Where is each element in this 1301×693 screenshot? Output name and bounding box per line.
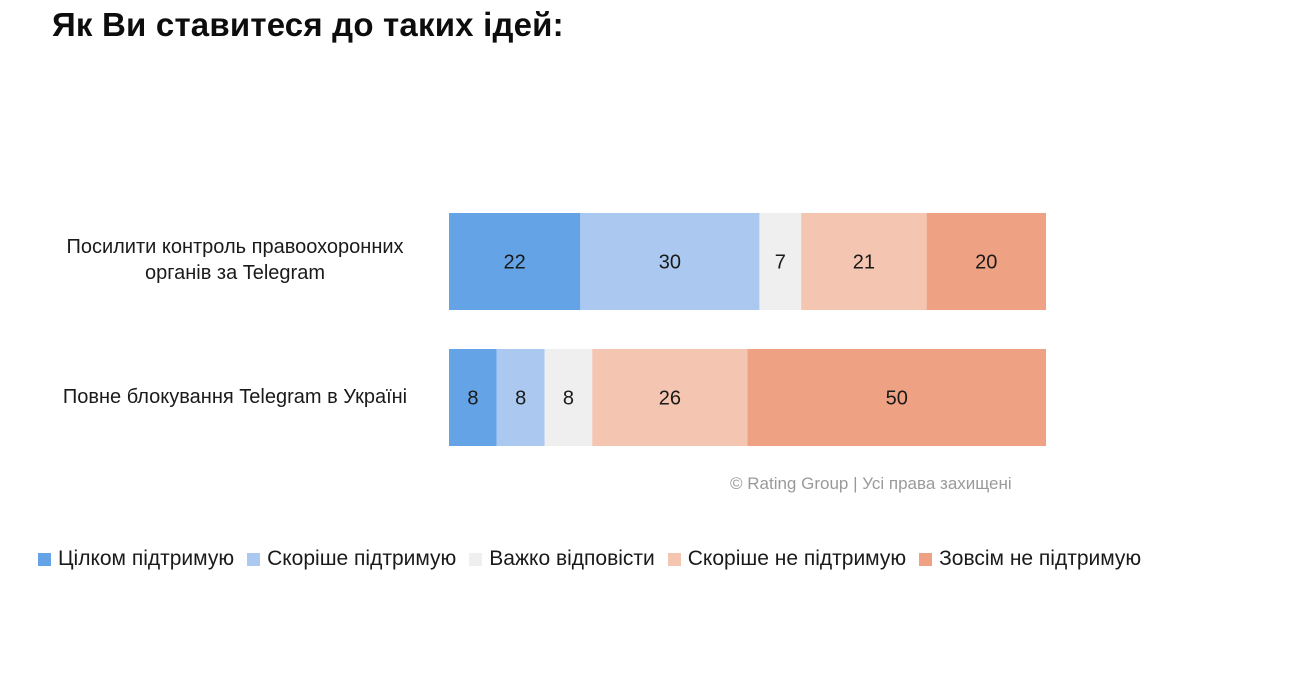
legend-label-1: Скоріше підтримую [267, 547, 457, 570]
legend-label-4: Зовсім не підтримую [939, 547, 1142, 570]
legend-item-0: Цілком підтримую [38, 547, 234, 571]
legend-item-4: Зовсім не підтримую [919, 547, 1141, 571]
legend-swatch-1 [247, 552, 261, 566]
bar-value-label-0-1: 30 [659, 252, 681, 274]
legend-swatch-3 [667, 552, 681, 566]
bar-value-label-0-4: 20 [975, 252, 997, 274]
bar-segment-1-1 [496, 349, 545, 446]
legend-swatch-2 [469, 552, 483, 566]
legend-item-3: Скоріше не підтримую [667, 547, 907, 571]
bar-value-label-1-1: 8 [515, 388, 526, 410]
bar-value-label-1-0: 8 [467, 388, 478, 410]
category-label-0: Посилити контроль правоохоронних органів… [66, 236, 404, 284]
bar-segment-0-4 [926, 213, 1046, 310]
legend-label-0: Цілком підтримую [58, 547, 235, 570]
bar-value-label-0-2: 7 [775, 252, 786, 274]
chart-title: Як Ви ставитеся до таких ідей: [52, 6, 564, 43]
bar-segment-0-3 [801, 213, 927, 310]
bar-segment-1-2 [544, 349, 593, 446]
bar-segment-0-0 [449, 213, 581, 310]
bar-segment-1-0 [449, 349, 497, 446]
bar-segment-1-3 [592, 349, 748, 446]
category-label-1: Повне блокування Telegram в Україні [62, 386, 408, 408]
bar-value-label-1-4: 50 [886, 388, 908, 410]
legend-item-2: Важко відповісти [469, 547, 655, 571]
bar-value-label-0-0: 22 [504, 252, 526, 274]
bar-value-label-1-2: 8 [563, 388, 574, 410]
bar-value-label-0-3: 21 [853, 252, 875, 274]
legend-item-1: Скоріше підтримую [247, 547, 456, 571]
legend: Цілком підтримую Скоріше підтримую Важко… [38, 547, 1154, 571]
legend-label-3: Скоріше не підтримую [687, 547, 907, 570]
bar-segment-1-4 [747, 349, 1046, 446]
bar-value-label-1-3: 26 [659, 388, 681, 410]
legend-swatch-4 [919, 552, 933, 566]
bar-segment-0-1 [580, 213, 760, 310]
legend-swatch-0 [38, 552, 51, 566]
source-copyright: © Rating Group | Усі права захищені [730, 474, 1012, 493]
legend-label-2: Важко відповісти [489, 547, 655, 570]
bar-segment-0-2 [759, 213, 802, 310]
